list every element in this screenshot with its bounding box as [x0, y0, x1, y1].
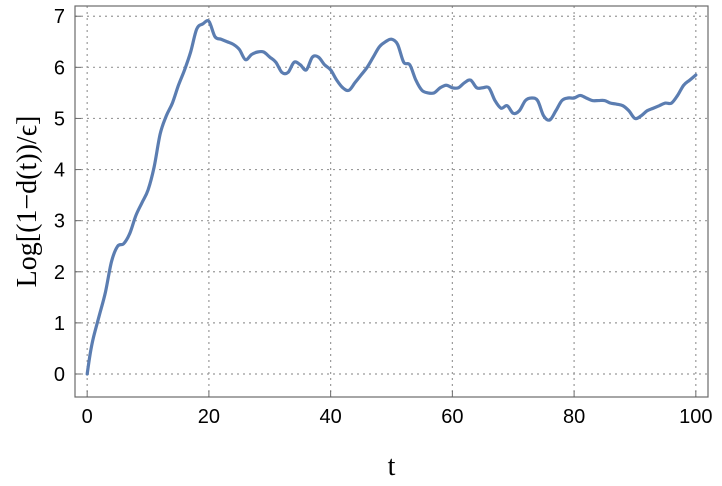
y-axis-title: Log[(1−d(t))/ϵ] [12, 116, 43, 288]
x-tick-label: 0 [82, 406, 93, 428]
y-tick-label: 5 [54, 108, 65, 130]
y-tick-label: 7 [54, 6, 65, 28]
y-tick-label: 0 [54, 364, 65, 386]
x-tick-label: 20 [198, 406, 220, 428]
x-tick-label: 100 [679, 406, 712, 428]
grid-layer [75, 6, 708, 397]
y-tick-label: 3 [54, 211, 65, 233]
x-tick-label: 40 [320, 406, 342, 428]
tick-layer: 0 20 40 60 80 100 0 1 2 3 4 5 6 7 [54, 6, 713, 428]
y-tick-label: 6 [54, 57, 65, 79]
x-tick-label: 80 [563, 406, 585, 428]
plot-frame [74, 5, 709, 398]
y-tick-label: 1 [54, 313, 65, 335]
series-line [85, 19, 698, 376]
x-tick-label: 60 [441, 406, 463, 428]
y-tick-label: 4 [54, 160, 65, 182]
y-tick-label: 2 [54, 262, 65, 284]
x-axis-title: t [388, 451, 396, 482]
series-layer [85, 19, 698, 376]
